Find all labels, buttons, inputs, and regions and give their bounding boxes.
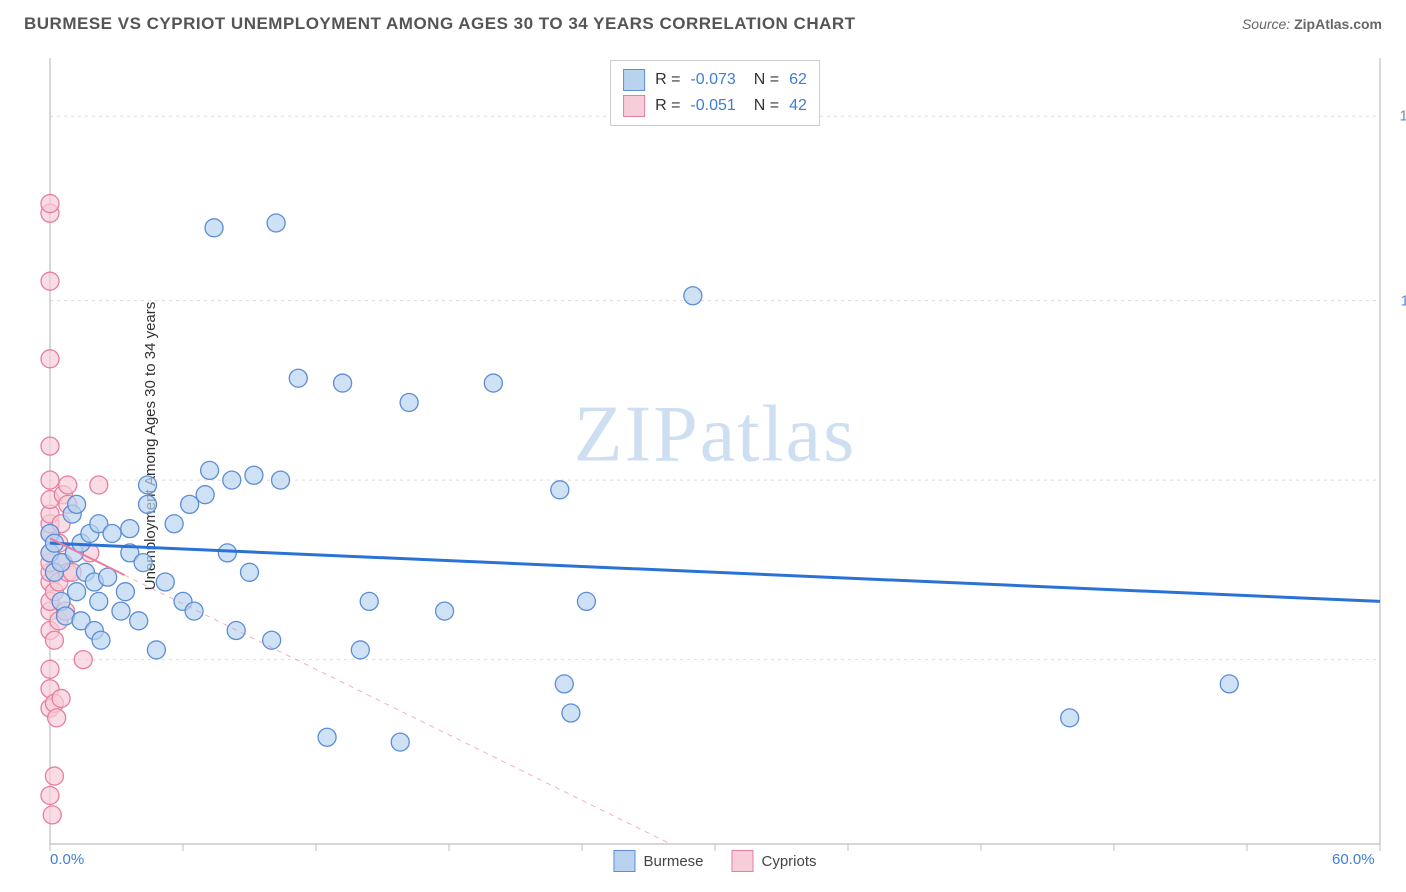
stats-row: R =-0.051N =42	[623, 93, 807, 119]
series-legend: Burmese Cypriots	[613, 850, 816, 872]
chart-area: ZIPatlas R =-0.073N =62R =-0.051N =42 3.…	[50, 58, 1380, 844]
stats-row: R =-0.073N =62	[623, 67, 807, 93]
x-tick-label: 0.0%	[50, 851, 84, 868]
y-tick-label: 11.2%	[1401, 292, 1406, 309]
chart-title: BURMESE VS CYPRIOT UNEMPLOYMENT AMONG AG…	[24, 14, 856, 34]
stats-legend-box: R =-0.073N =62R =-0.051N =42	[610, 60, 820, 126]
legend-item: Burmese	[613, 850, 703, 872]
x-tick-label: 60.0%	[1332, 851, 1375, 868]
legend-item: Cypriots	[732, 850, 817, 872]
source-label: Source: ZipAtlas.com	[1242, 16, 1382, 32]
y-tick-label: 15.0%	[1399, 108, 1406, 125]
